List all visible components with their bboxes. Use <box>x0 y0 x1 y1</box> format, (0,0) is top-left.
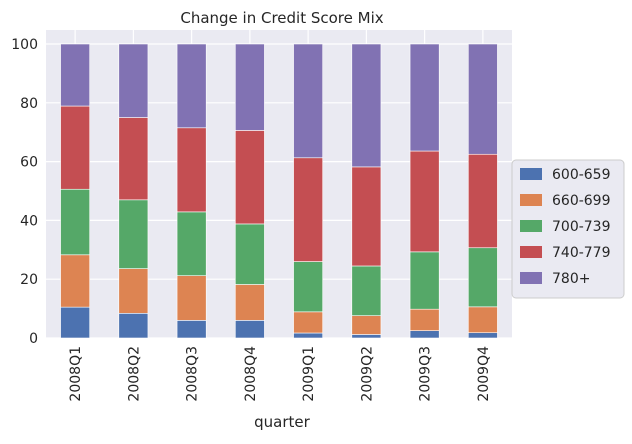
bar-segment-740-779 <box>409 150 440 253</box>
bar-segment-600-659 <box>118 313 149 339</box>
bar-segment-660-699 <box>409 308 440 331</box>
bar-segment-660-699 <box>60 254 90 308</box>
bar-segment-780+ <box>409 43 440 152</box>
legend-swatch <box>520 272 542 284</box>
legend-label: 700-739 <box>552 219 611 235</box>
bar-segment-660-699 <box>468 306 498 334</box>
y-tick-label: 80 <box>20 96 38 112</box>
x-axis-label: quarter <box>254 413 310 431</box>
bar-segment-780+ <box>468 43 498 155</box>
y-tick-label: 40 <box>20 213 38 229</box>
bar-segment-600-659 <box>351 334 382 339</box>
plot-background <box>46 30 512 338</box>
bar-segment-780+ <box>235 43 265 131</box>
legend-swatch <box>520 220 542 232</box>
legend: 600-659 660-699 700-739 740-779 780+ <box>511 159 625 299</box>
bar-segment-600-659 <box>293 332 323 339</box>
bar-segment-660-699 <box>351 315 382 335</box>
bar-segment-740-779 <box>468 153 498 249</box>
x-tick-label: 2009Q2 <box>359 346 375 402</box>
y-tick-label: 20 <box>20 272 38 288</box>
x-tick-label: 2009Q1 <box>301 346 317 402</box>
bar-segment-740-779 <box>176 127 207 213</box>
legend-swatch <box>520 194 542 206</box>
bar-segment-600-659 <box>235 320 265 339</box>
bar-segment-740-779 <box>118 117 149 201</box>
bar-segment-700-739 <box>293 261 323 313</box>
bar-segment-700-739 <box>468 247 498 308</box>
bar-segment-700-739 <box>351 265 382 316</box>
legend-label: 660-699 <box>552 193 611 209</box>
chart-title: Change in Credit Score Mix <box>180 9 383 27</box>
bar-segment-780+ <box>176 43 207 129</box>
bar-segment-600-659 <box>468 332 498 339</box>
legend-label: 600-659 <box>552 167 611 183</box>
bar-segment-700-739 <box>118 199 149 269</box>
x-tick-label: 2008Q2 <box>126 346 142 402</box>
bar-segment-780+ <box>118 43 149 118</box>
bar-segment-660-699 <box>293 311 323 334</box>
bar-segment-740-779 <box>235 130 265 225</box>
legend-swatch <box>520 246 542 258</box>
y-tick-label: 60 <box>20 155 38 171</box>
legend-label: 780+ <box>552 271 590 287</box>
bar-segment-740-779 <box>293 157 323 262</box>
bar-segment-660-699 <box>235 284 265 321</box>
legend-label: 740-779 <box>552 245 611 261</box>
x-tick-label: 2008Q4 <box>243 346 259 402</box>
bar-segment-660-699 <box>118 268 149 314</box>
x-tick-label: 2009Q3 <box>418 346 434 402</box>
bars <box>60 43 498 339</box>
bar-segment-780+ <box>351 43 382 168</box>
bar-segment-700-739 <box>60 188 90 256</box>
legend-swatch <box>520 168 542 180</box>
y-tick-labels: 0 20 40 60 80 100 <box>11 37 38 347</box>
bar-segment-660-699 <box>176 275 207 321</box>
bar-segment-600-659 <box>176 320 207 339</box>
x-tick-label: 2009Q4 <box>476 346 492 402</box>
x-tick-labels: 2008Q1 2008Q2 2008Q3 2008Q4 2009Q1 2009Q2 2009… <box>68 346 492 402</box>
bar-segment-600-659 <box>60 306 90 339</box>
bar-segment-600-659 <box>409 330 440 339</box>
bar-segment-780+ <box>60 43 90 107</box>
y-tick-label: 100 <box>11 37 38 53</box>
bar-segment-700-739 <box>176 211 207 276</box>
bar-segment-700-739 <box>235 223 265 285</box>
y-tick-label: 0 <box>29 331 38 347</box>
x-tick-label: 2008Q1 <box>68 346 84 402</box>
x-tick-label: 2008Q3 <box>185 346 201 402</box>
bar-segment-700-739 <box>409 251 440 310</box>
bar-segment-740-779 <box>60 105 90 190</box>
bar-segment-780+ <box>293 43 323 159</box>
bar-segment-740-779 <box>351 166 382 267</box>
